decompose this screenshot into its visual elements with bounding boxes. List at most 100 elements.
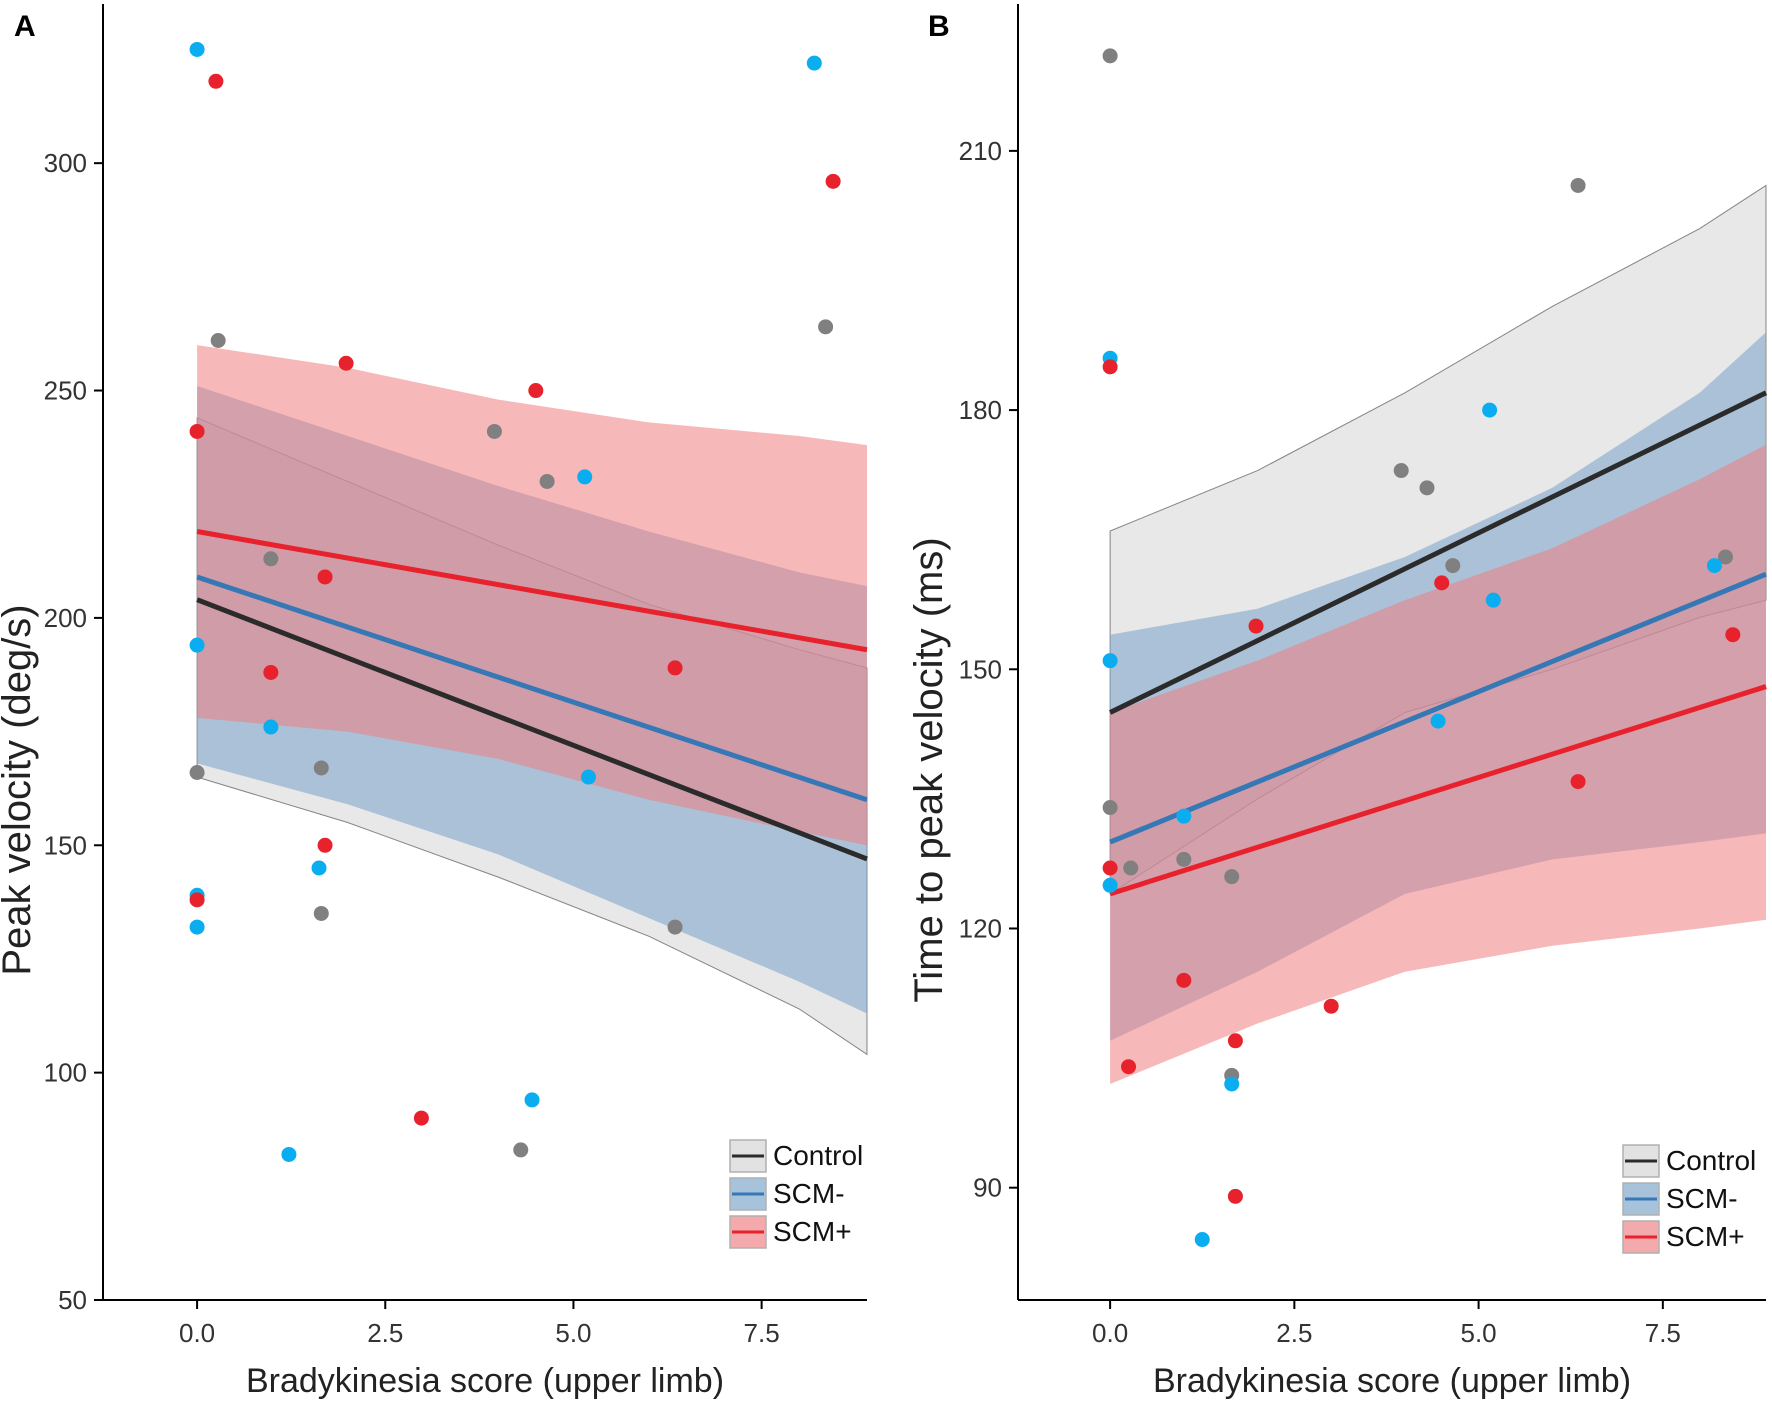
point-scm+ — [317, 569, 333, 585]
legend-label: SCM+ — [1666, 1221, 1745, 1252]
point-scm- — [1102, 877, 1118, 893]
y-tick-label: 200 — [44, 603, 87, 633]
fit-line-control — [1109, 390, 1768, 715]
y-tick-label: 150 — [959, 654, 1002, 684]
point-control — [667, 919, 683, 935]
point-scm+ — [189, 423, 205, 439]
point-scm+ — [189, 892, 205, 908]
x-tick-label: 7.5 — [1645, 1318, 1681, 1348]
point-scm+ — [1323, 998, 1339, 1014]
point-control — [1419, 480, 1435, 496]
y-axis-title: Peak velocity (deg/s) — [0, 604, 39, 975]
point-scm+ — [338, 355, 354, 371]
point-scm- — [580, 769, 596, 785]
y-tick-label: 180 — [959, 395, 1002, 425]
point-scm- — [281, 1146, 297, 1162]
point-scm+ — [1102, 860, 1118, 876]
fit-line-scm- — [1109, 571, 1767, 845]
point-control — [1102, 800, 1118, 816]
point-control — [189, 765, 205, 781]
point-scm- — [189, 637, 205, 653]
point-control — [210, 333, 226, 349]
y-tick-label: 210 — [959, 136, 1002, 166]
fit-line-scm+ — [1109, 684, 1767, 897]
x-tick-label: 5.0 — [1461, 1318, 1497, 1348]
point-scm+ — [413, 1110, 429, 1126]
point-scm+ — [1248, 618, 1264, 634]
legend-label: SCM- — [773, 1178, 845, 1209]
point-control — [486, 423, 502, 439]
x-tick-label: 0.0 — [179, 1318, 215, 1348]
point-scm- — [189, 41, 205, 57]
y-tick-label: 90 — [973, 1173, 1002, 1203]
legend-label: SCM- — [1666, 1183, 1738, 1214]
point-scm- — [1176, 808, 1192, 824]
point-scm- — [524, 1092, 540, 1108]
point-control — [1717, 549, 1733, 565]
y-tick-label: 100 — [44, 1058, 87, 1088]
point-scm- — [1706, 558, 1722, 574]
point-scm+ — [263, 664, 279, 680]
point-control — [1176, 851, 1192, 867]
point-control — [513, 1142, 529, 1158]
point-scm+ — [528, 383, 544, 399]
point-scm- — [1485, 592, 1501, 608]
legend: Control SCM- SCM+ — [729, 1139, 863, 1249]
point-scm+ — [1570, 774, 1586, 790]
fit-line-control — [196, 597, 868, 862]
point-scm- — [1194, 1232, 1210, 1248]
x-tick-label: 0.0 — [1092, 1318, 1128, 1348]
x-axis-title: Bradykinesia score (upper limb) — [246, 1362, 724, 1400]
y-tick-label: 120 — [959, 913, 1002, 943]
point-scm- — [1430, 713, 1446, 729]
x-tick-label: 7.5 — [744, 1318, 780, 1348]
point-scm+ — [1434, 575, 1450, 591]
point-scm- — [806, 55, 822, 71]
y-axis-title: Time to peak velocity (ms) — [907, 537, 951, 1002]
point-scm+ — [1725, 627, 1741, 643]
point-scm- — [263, 719, 279, 735]
point-scm- — [311, 860, 327, 876]
point-scm+ — [1227, 1188, 1243, 1204]
panel-label: B — [928, 10, 950, 43]
x-tick-label: 2.5 — [367, 1318, 403, 1348]
band-scm+ — [197, 345, 868, 846]
point-control — [263, 551, 279, 567]
panel-b: 0.0 2.5 5.0 7.5 90 120 150 180 210 Bradykinesia s… — [907, 4, 1768, 1400]
point-control — [1224, 869, 1240, 885]
panel-a: 0.0 2.5 5.0 7.5 50 100 150 200 250 300 Bradykinesi… — [0, 4, 868, 1400]
point-control — [313, 905, 329, 921]
point-control — [1570, 177, 1586, 193]
y-tick-label: 300 — [44, 148, 87, 178]
band-scm+ — [1110, 444, 1766, 1085]
legend-label: Control — [1666, 1145, 1756, 1176]
panel-label: A — [14, 10, 36, 43]
y-tick-label: 150 — [44, 830, 87, 860]
fit-line-scm- — [196, 574, 868, 803]
point-control — [1102, 48, 1118, 64]
point-scm+ — [825, 173, 841, 189]
legend: Control SCM- SCM+ — [1622, 1144, 1756, 1254]
point-control — [313, 760, 329, 776]
point-control — [1445, 558, 1461, 574]
point-scm+ — [1102, 359, 1118, 375]
y-tick-label: 250 — [44, 376, 87, 406]
x-axis-title: Bradykinesia score (upper limb) — [1153, 1362, 1631, 1400]
point-scm- — [1224, 1076, 1240, 1092]
point-scm+ — [317, 837, 333, 853]
fit-line-scm+ — [196, 529, 868, 653]
legend-label: SCM+ — [773, 1216, 852, 1247]
point-control — [539, 473, 555, 489]
x-tick-label: 5.0 — [555, 1318, 591, 1348]
point-scm+ — [1227, 1033, 1243, 1049]
point-scm- — [1482, 402, 1498, 418]
point-control — [818, 319, 834, 335]
point-scm- — [577, 469, 593, 485]
point-scm+ — [1121, 1059, 1137, 1075]
point-scm- — [189, 919, 205, 935]
legend-label: Control — [773, 1140, 863, 1171]
point-control — [1393, 463, 1409, 479]
point-scm+ — [1176, 972, 1192, 988]
y-tick-label: 50 — [58, 1285, 87, 1315]
